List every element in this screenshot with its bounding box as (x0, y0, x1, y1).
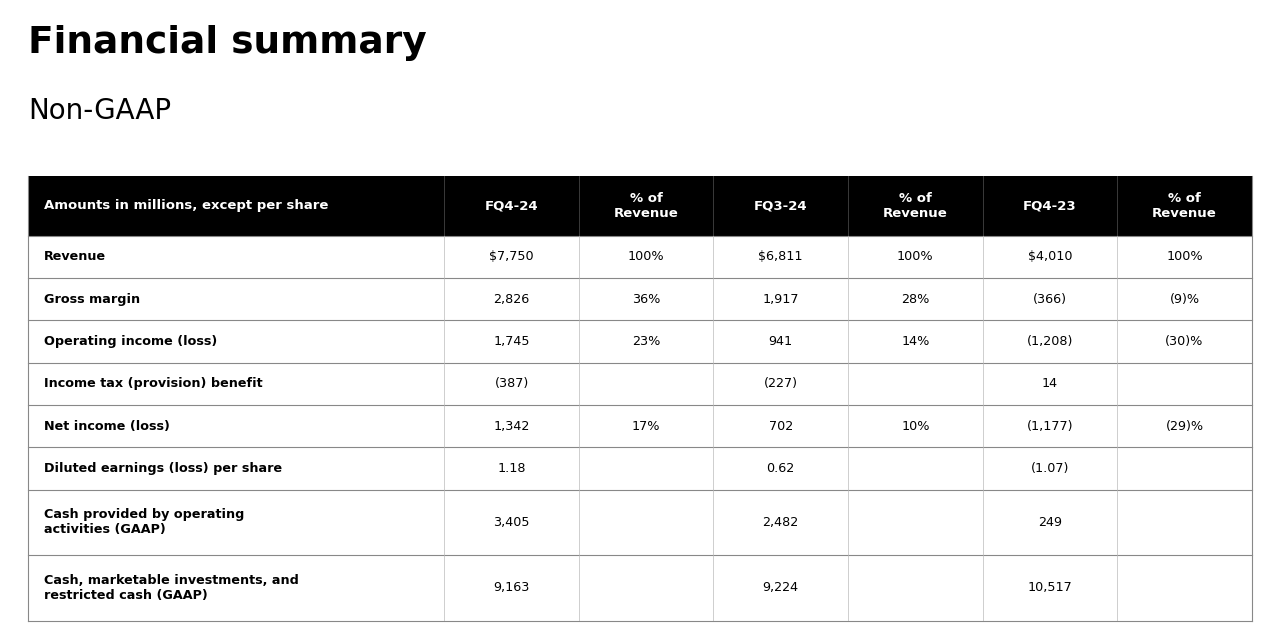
Text: 23%: 23% (632, 335, 660, 348)
Text: Revenue: Revenue (44, 250, 106, 263)
Text: FQ3-24: FQ3-24 (754, 199, 808, 212)
Text: $4,010: $4,010 (1028, 250, 1073, 263)
Text: Diluted earnings (loss) per share: Diluted earnings (loss) per share (44, 462, 282, 475)
Text: 249: 249 (1038, 516, 1062, 529)
Text: Non-GAAP: Non-GAAP (28, 97, 172, 125)
Text: 36%: 36% (632, 293, 660, 305)
Text: 1.18: 1.18 (497, 462, 526, 475)
Text: Amounts in millions, except per share: Amounts in millions, except per share (44, 199, 328, 212)
Text: Gross margin: Gross margin (44, 293, 140, 305)
Text: (227): (227) (764, 377, 797, 390)
Text: 2,482: 2,482 (763, 516, 799, 529)
Text: $6,811: $6,811 (759, 250, 803, 263)
Text: 100%: 100% (1166, 250, 1203, 263)
Text: 3,405: 3,405 (493, 516, 530, 529)
Text: 10,517: 10,517 (1028, 581, 1073, 594)
Text: 1,917: 1,917 (763, 293, 799, 305)
Text: % of
Revenue: % of Revenue (613, 192, 678, 219)
Text: (1,208): (1,208) (1027, 335, 1073, 348)
Text: 941: 941 (769, 335, 792, 348)
Text: Income tax (provision) benefit: Income tax (provision) benefit (44, 377, 262, 390)
Text: FQ4-24: FQ4-24 (485, 199, 539, 212)
Text: 1,745: 1,745 (493, 335, 530, 348)
Text: Operating income (loss): Operating income (loss) (44, 335, 216, 348)
Text: 14%: 14% (901, 335, 929, 348)
Text: % of
Revenue: % of Revenue (883, 192, 947, 219)
Text: (9)%: (9)% (1170, 293, 1199, 305)
Text: (29)%: (29)% (1166, 419, 1203, 433)
Text: 17%: 17% (632, 419, 660, 433)
Text: 9,163: 9,163 (493, 581, 530, 594)
Text: FQ4-23: FQ4-23 (1023, 199, 1076, 212)
Text: 10%: 10% (901, 419, 929, 433)
Text: Financial summary: Financial summary (28, 25, 428, 61)
Text: 0.62: 0.62 (767, 462, 795, 475)
Text: Cash, marketable investments, and
restricted cash (GAAP): Cash, marketable investments, and restri… (44, 574, 298, 602)
Text: Net income (loss): Net income (loss) (44, 419, 169, 433)
Text: 100%: 100% (897, 250, 933, 263)
Text: (366): (366) (1033, 293, 1068, 305)
Text: 14: 14 (1042, 377, 1059, 390)
Text: 702: 702 (768, 419, 792, 433)
Text: (1,177): (1,177) (1027, 419, 1073, 433)
Text: $7,750: $7,750 (489, 250, 534, 263)
Text: 2,826: 2,826 (493, 293, 530, 305)
Text: (387): (387) (494, 377, 529, 390)
Text: (30)%: (30)% (1165, 335, 1203, 348)
Text: 1,342: 1,342 (493, 419, 530, 433)
Text: Cash provided by operating
activities (GAAP): Cash provided by operating activities (G… (44, 508, 244, 536)
Text: (1.07): (1.07) (1030, 462, 1069, 475)
Text: 100%: 100% (627, 250, 664, 263)
Text: 28%: 28% (901, 293, 929, 305)
Text: 9,224: 9,224 (763, 581, 799, 594)
Text: % of
Revenue: % of Revenue (1152, 192, 1217, 219)
